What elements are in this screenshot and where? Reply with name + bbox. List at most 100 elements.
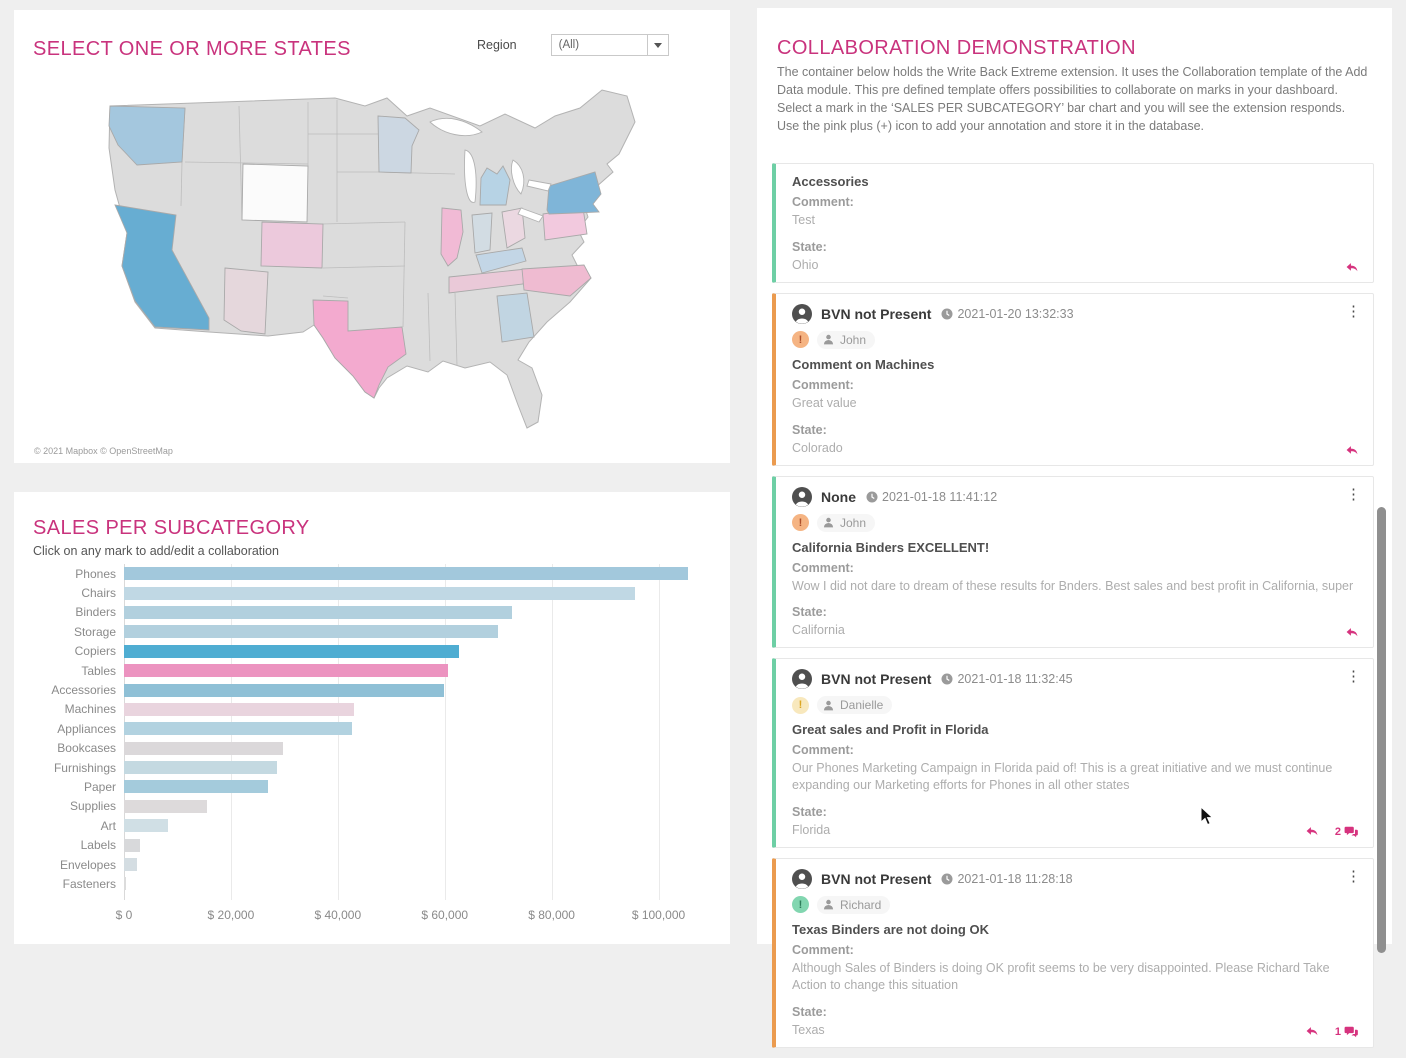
x-tick-label: $ 80,000 (528, 908, 575, 922)
reply-button[interactable] (1305, 1025, 1319, 1038)
bar-track (124, 780, 720, 794)
bar-row: Machines (14, 700, 730, 719)
status-badge: ! (792, 896, 809, 914)
user-chip: John (817, 513, 876, 532)
state-north-carolina[interactable] (521, 264, 592, 297)
reply-button[interactable] (1345, 626, 1359, 639)
card-title: Texas Binders are not doing OK (792, 921, 989, 937)
state-illinois[interactable] (440, 207, 464, 267)
kebab-menu-icon[interactable]: ⋮ (1346, 867, 1361, 885)
bar-mark-binders[interactable] (124, 605, 513, 619)
kebab-menu-icon[interactable]: ⋮ (1346, 302, 1361, 320)
state-shapes[interactable] (108, 105, 602, 399)
state-ohio[interactable] (501, 207, 526, 249)
region-dropdown[interactable]: (All) (550, 34, 669, 56)
comment-label: Comment: (792, 743, 854, 758)
bar-mark-appliances[interactable] (124, 722, 352, 736)
card-timestamp: 2021-01-18 11:28:18 (957, 871, 1073, 886)
state-value: California (792, 623, 845, 638)
bar-mark-labels[interactable] (124, 838, 141, 852)
bar-track (124, 722, 720, 736)
map-attribution: © 2021 Mapbox © OpenStreetMap (34, 446, 173, 456)
state-colorado[interactable] (260, 221, 324, 269)
state-california[interactable] (114, 204, 210, 331)
bar-row: Accessories (14, 680, 730, 699)
kebab-menu-icon[interactable]: ⋮ (1346, 485, 1361, 503)
reply-button[interactable] (1345, 444, 1359, 457)
bar-mark-envelopes[interactable] (124, 858, 137, 872)
avatar-icon (792, 669, 812, 690)
bar-track (124, 567, 720, 581)
bar-row: Furnishings (14, 758, 730, 777)
reply-button[interactable] (1305, 825, 1319, 838)
region-dropdown-value: (All) (558, 39, 580, 51)
bar-mark-furnishings[interactable] (124, 761, 278, 775)
map-panel: SELECT ONE OR MORE STATES Region (All) (14, 10, 730, 463)
state-arizona[interactable] (223, 267, 269, 335)
user-chip: Danielle (817, 696, 893, 715)
bar-mark-accessories[interactable] (124, 683, 445, 697)
card-timestamp: 2021-01-18 11:32:45 (957, 672, 1073, 687)
comment-label: Comment: (792, 195, 854, 209)
bar-mark-supplies[interactable] (124, 799, 208, 813)
bar-label-machines: Machines (64, 702, 116, 717)
user-name: John (840, 332, 867, 347)
bar-mark-paper[interactable] (124, 780, 269, 794)
bar-mark-phones[interactable] (124, 567, 688, 581)
bar-row: Supplies (14, 797, 730, 816)
bar-mark-storage[interactable] (124, 625, 498, 639)
card-author: BVN not Present (821, 870, 932, 887)
us-states-map[interactable] (35, 70, 715, 440)
scrollbar-thumb[interactable] (1377, 507, 1386, 953)
bar-track (124, 605, 720, 619)
collaboration-title: COLLABORATION DEMONSTRATION (777, 37, 1136, 59)
bar-mark-fasteners[interactable] (124, 877, 127, 891)
reply-count: 1 (1334, 1025, 1341, 1038)
user-name: John (840, 515, 867, 530)
bar-label-paper: Paper (83, 779, 116, 794)
region-dropdown-button[interactable] (646, 35, 668, 55)
replies-button[interactable] (1344, 1025, 1359, 1039)
comment-label: Comment: (792, 560, 854, 575)
chat-bubbles-icon (1344, 826, 1358, 838)
bar-mark-chairs[interactable] (124, 586, 635, 600)
user-name: Danielle (840, 698, 884, 713)
bar-track (124, 877, 720, 891)
bar-mark-art[interactable] (124, 819, 169, 833)
bar-mark-copiers[interactable] (124, 644, 460, 658)
state-indiana[interactable] (471, 212, 493, 254)
bar-mark-tables[interactable] (124, 664, 449, 678)
bar-row: Copiers (14, 642, 730, 661)
bar-track (124, 683, 720, 697)
x-tick-label: $ 40,000 (314, 908, 362, 922)
state-new-york[interactable] (546, 171, 602, 215)
replies-button[interactable] (1344, 825, 1359, 839)
chat-bubbles-icon (1344, 1026, 1358, 1037)
state-kentucky[interactable] (475, 247, 527, 274)
card-footer: California (792, 622, 1359, 639)
state-washington[interactable] (108, 105, 186, 166)
comment-text: Wow I did not dare to dream of these res… (792, 578, 1354, 593)
state-texas[interactable] (312, 299, 407, 399)
clock-icon (866, 491, 878, 502)
state-label: State: (792, 239, 827, 254)
person-icon (823, 517, 834, 528)
bar-label-furnishings: Furnishings (53, 760, 116, 775)
kebab-menu-icon[interactable]: ⋮ (1346, 668, 1361, 686)
avatar-icon (792, 303, 812, 324)
status-badge: ! (792, 514, 809, 531)
map-panel-title: SELECT ONE OR MORE STATES (33, 38, 351, 60)
state-georgia[interactable] (496, 292, 535, 343)
status-badge: ! (792, 331, 809, 349)
state-label: State: (792, 1004, 827, 1019)
gridline (551, 564, 553, 900)
card-author: None (821, 488, 856, 505)
state-wyoming[interactable] (241, 163, 309, 223)
bar-mark-bookcases[interactable] (124, 741, 283, 755)
reply-button[interactable] (1345, 261, 1359, 274)
state-minnesota[interactable] (377, 115, 420, 174)
state-michigan[interactable] (479, 165, 511, 206)
great-lakes (429, 118, 552, 223)
clock-icon (941, 308, 953, 320)
bar-mark-machines[interactable] (124, 702, 354, 716)
